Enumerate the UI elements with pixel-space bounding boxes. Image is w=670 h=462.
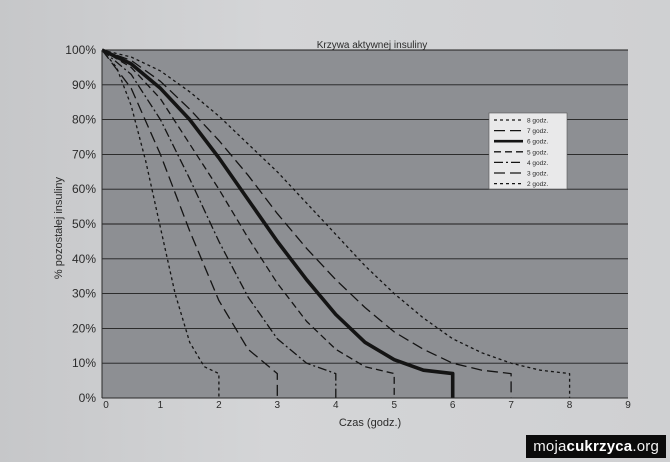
legend-label: 6 godz. xyxy=(527,139,549,146)
x-tick-labels: 0 1 2 3 4 5 6 7 8 9 xyxy=(103,400,631,411)
x-tick-label: 3 xyxy=(275,400,281,411)
x-tick-label: 4 xyxy=(333,400,339,411)
y-tick-label: 100% xyxy=(65,43,96,57)
legend-box xyxy=(488,112,568,190)
x-tick-label: 5 xyxy=(391,400,397,411)
x-tick-label: 2 xyxy=(216,400,222,411)
legend-label: 4 godz. xyxy=(527,160,549,167)
legend-label: 2 godz. xyxy=(527,181,549,188)
series-line xyxy=(101,49,512,398)
legend-label: 7 godz. xyxy=(527,128,549,135)
x-axis-label: Czas (godz.) xyxy=(339,417,401,429)
legend: 8 godz. 7 godz. 6 godz. 5 godz. 4 godz. 3 god… xyxy=(488,112,568,190)
series-line xyxy=(101,49,220,398)
y-tick-label: 0% xyxy=(79,391,97,405)
y-tick-labels: 0% 10% 20% 30% 40% 50% 60% 70% 80% 90% 100% xyxy=(65,43,96,405)
x-tick-label: 6 xyxy=(450,400,456,411)
y-tick-label: 40% xyxy=(72,252,96,266)
chart-title: Krzywa aktywnej insuliny xyxy=(317,40,428,51)
y-tick-label: 60% xyxy=(72,182,96,196)
y-tick-label: 30% xyxy=(72,287,96,301)
series-line xyxy=(101,49,278,398)
y-tick-label: 90% xyxy=(72,78,96,92)
y-tick-label: 80% xyxy=(72,113,96,127)
x-tick-label: 0 xyxy=(103,400,109,411)
y-axis-label: % pozostałej insuliny xyxy=(53,176,65,279)
y-tick-label: 70% xyxy=(72,147,96,161)
series-line xyxy=(101,49,395,398)
x-tick-label: 9 xyxy=(625,400,631,411)
legend-label: 5 godz. xyxy=(527,149,549,156)
y-tick-label: 20% xyxy=(72,321,96,335)
x-tick-label: 7 xyxy=(508,400,514,411)
series-line xyxy=(101,48,455,398)
curves xyxy=(101,48,571,398)
legend-label: 8 godz. xyxy=(527,118,549,125)
series-line xyxy=(101,49,337,398)
x-tick-label: 8 xyxy=(567,400,573,411)
watermark: mojacukrzyca.org xyxy=(526,435,666,458)
y-tick-label: 10% xyxy=(72,356,96,370)
x-tick-label: 1 xyxy=(158,400,164,411)
series-line xyxy=(101,49,571,398)
legend-label: 3 godz. xyxy=(527,171,549,178)
y-tick-label: 50% xyxy=(72,217,96,231)
